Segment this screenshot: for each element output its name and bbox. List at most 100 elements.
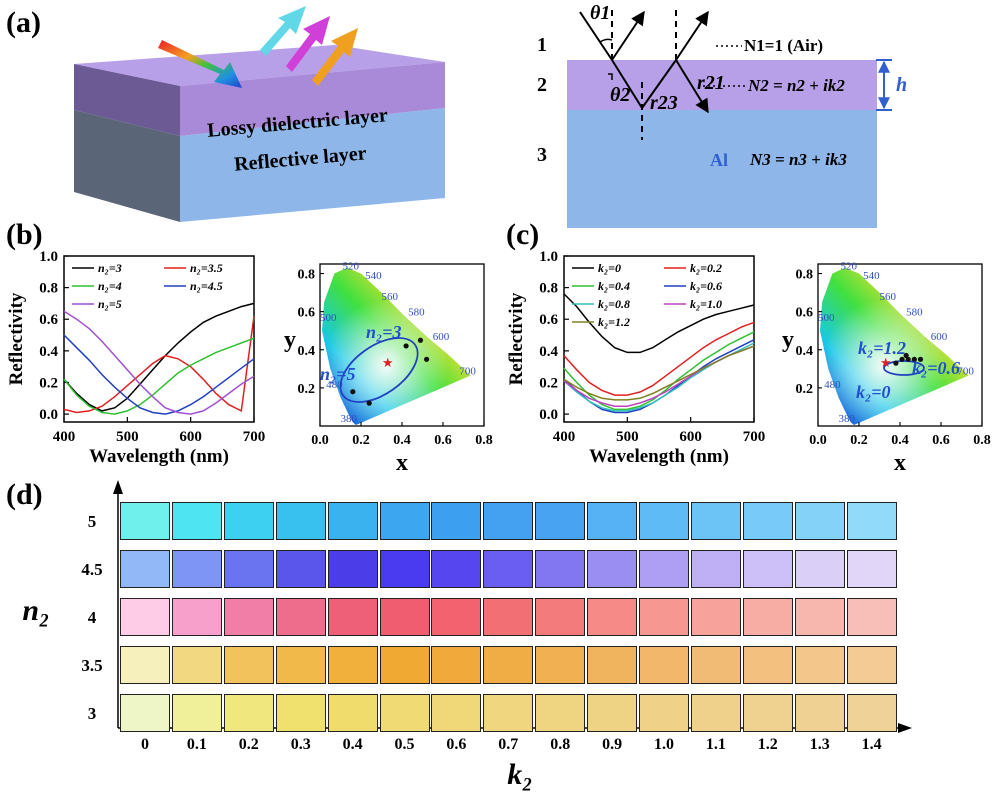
x-tick-label: 400 <box>53 429 76 445</box>
color-coordinate-point <box>911 356 917 362</box>
color-swatch <box>794 550 845 588</box>
legend-label-0: n₂=3 <box>98 261 122 275</box>
color-swatch <box>587 598 638 636</box>
color-swatch <box>275 598 326 636</box>
color-swatch <box>379 598 430 636</box>
color-swatch <box>431 598 482 636</box>
color-coordinate-point <box>417 337 424 343</box>
cie-white-region <box>820 267 969 425</box>
white-point-star: ★ <box>880 355 892 370</box>
column-label: 0.7 <box>498 736 519 753</box>
series-line-0 <box>63 302 255 412</box>
wavelength-label: 560 <box>382 291 399 303</box>
color-swatch <box>535 694 586 732</box>
column-label: 0.9 <box>602 736 623 753</box>
color-swatch <box>587 646 638 684</box>
color-swatch <box>275 550 326 588</box>
color-swatch <box>535 502 586 540</box>
legend-label-2: n₂=4 <box>98 279 122 293</box>
n3-label: N3 = n3 + ik3 <box>750 150 847 169</box>
x-tick-label: 600 <box>179 429 202 445</box>
x-axis-label: Wavelength (nm) <box>589 446 729 467</box>
color-coordinate-point <box>899 356 905 362</box>
wavelength-label: 600 <box>433 331 450 343</box>
annotation-0: k₂=1.2 <box>858 338 906 358</box>
y-axis-label: y <box>284 327 296 353</box>
y-tick-label: 0.4 <box>796 344 814 359</box>
color-swatch <box>171 502 222 540</box>
color-swatch <box>690 694 741 732</box>
reflected-arrow-magenta <box>286 16 330 72</box>
legend-label-3: n₂=4.5 <box>190 279 223 293</box>
color-swatch <box>794 598 845 636</box>
wavelength-label: 540 <box>863 270 880 282</box>
layer-num-2: 2 <box>537 74 547 96</box>
annotation-1: n₂=5 <box>320 364 356 384</box>
color-swatch <box>846 646 897 684</box>
color-swatch <box>275 502 326 540</box>
color-swatch <box>431 550 482 588</box>
y-tick-label: 0.8 <box>539 281 558 297</box>
color-swatch <box>120 646 170 684</box>
color-swatch <box>379 694 430 732</box>
x-tick-label: 0.8 <box>475 433 493 448</box>
wavelength-label: 700 <box>957 366 974 378</box>
layer-num-3: 3 <box>537 144 547 166</box>
y-axis-label: y <box>782 327 794 353</box>
legend-label-0: k₂=0 <box>598 261 621 275</box>
series-line-0 <box>563 293 755 354</box>
color-swatch <box>535 646 586 684</box>
wavelength-label: 700 <box>459 366 476 378</box>
x-tick-label: 700 <box>243 429 266 445</box>
color-swatch <box>483 502 534 540</box>
series-line-1 <box>563 321 755 396</box>
column-label: 0 <box>141 736 149 753</box>
y-tick-label: 0.4 <box>39 344 58 360</box>
series-line-2 <box>63 337 255 415</box>
color-swatch <box>171 694 222 732</box>
x-tick-label: 400 <box>553 429 576 445</box>
color-swatch <box>275 694 326 732</box>
color-swatch <box>223 694 274 732</box>
y-axis-arrow <box>113 480 123 494</box>
plot-frame <box>63 255 255 423</box>
theta1-label: θ1 <box>590 2 611 24</box>
reflective-side-face <box>74 110 180 222</box>
y-tick-label: 0.6 <box>39 312 58 328</box>
legend-label-6: k₂=1.2 <box>598 315 630 329</box>
x-tick-label: 0.8 <box>973 433 991 448</box>
color-swatch <box>431 694 482 732</box>
row-label: 4.5 <box>81 560 103 579</box>
reflective-front-face <box>180 108 445 222</box>
column-label: 1.1 <box>705 736 726 753</box>
column-label: 0.4 <box>342 736 363 753</box>
color-swatch <box>171 598 222 636</box>
legend-label-1: n₂=3.5 <box>190 261 223 275</box>
column-label: 1.3 <box>809 736 830 753</box>
panel-label-b: (b) <box>6 218 43 251</box>
annotation-2: k₂=0 <box>856 382 891 402</box>
row-label: 3.5 <box>81 656 103 675</box>
n2-label: N2 = n2 + ik2 <box>748 76 845 95</box>
color-swatch <box>742 646 793 684</box>
reflectivity-chart-b: 0.0 0.2 0.4 0.6 0.8 1.0 400 500 600 700 Wavelength… <box>6 249 266 467</box>
color-swatch <box>483 694 534 732</box>
lossy-side-face <box>74 64 180 136</box>
color-swatch <box>120 598 170 636</box>
x-tick-label: 0.4 <box>891 433 909 448</box>
y-tick-label: 0.8 <box>39 281 58 297</box>
x-tick-label: 500 <box>616 429 639 445</box>
series-line-6 <box>563 345 755 401</box>
y-tick-label: 0.2 <box>298 382 316 397</box>
wavelength-label: 600 <box>931 331 948 343</box>
color-swatch <box>742 502 793 540</box>
al-layer-band <box>567 110 877 228</box>
column-label: 1.4 <box>861 736 882 753</box>
color-swatch <box>379 646 430 684</box>
color-swatch <box>120 694 170 732</box>
wavelength-label: 520 <box>343 261 360 273</box>
y-tick-label: 0.2 <box>39 375 58 391</box>
color-swatch <box>690 550 741 588</box>
y-axis-label: n₂ <box>22 594 49 627</box>
legend-label-2: k₂=0.4 <box>598 279 630 293</box>
